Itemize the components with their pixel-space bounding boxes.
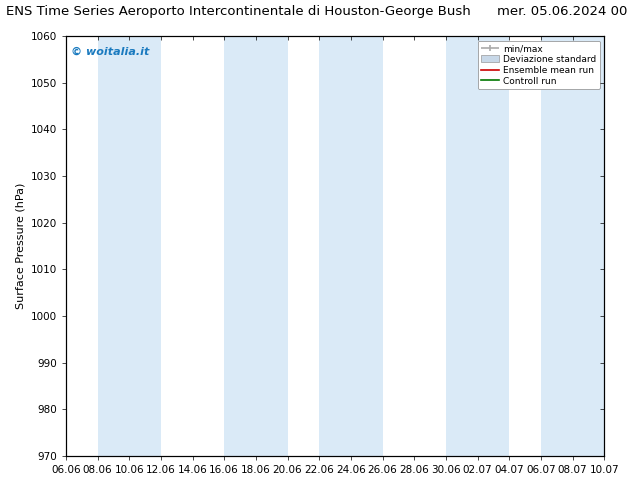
Bar: [446, 36, 509, 456]
Text: mer. 05.06.2024 00: mer. 05.06.2024 00: [497, 5, 628, 18]
Bar: [98, 36, 161, 456]
Bar: [319, 36, 382, 456]
Bar: [541, 36, 604, 456]
Y-axis label: Surface Pressure (hPa): Surface Pressure (hPa): [15, 183, 25, 309]
Text: ENS Time Series Aeroporto Intercontinentale di Houston-George Bush: ENS Time Series Aeroporto Intercontinent…: [6, 5, 471, 18]
Text: © woitalia.it: © woitalia.it: [71, 47, 150, 57]
Legend: min/max, Deviazione standard, Ensemble mean run, Controll run: min/max, Deviazione standard, Ensemble m…: [477, 41, 600, 89]
Bar: [224, 36, 287, 456]
